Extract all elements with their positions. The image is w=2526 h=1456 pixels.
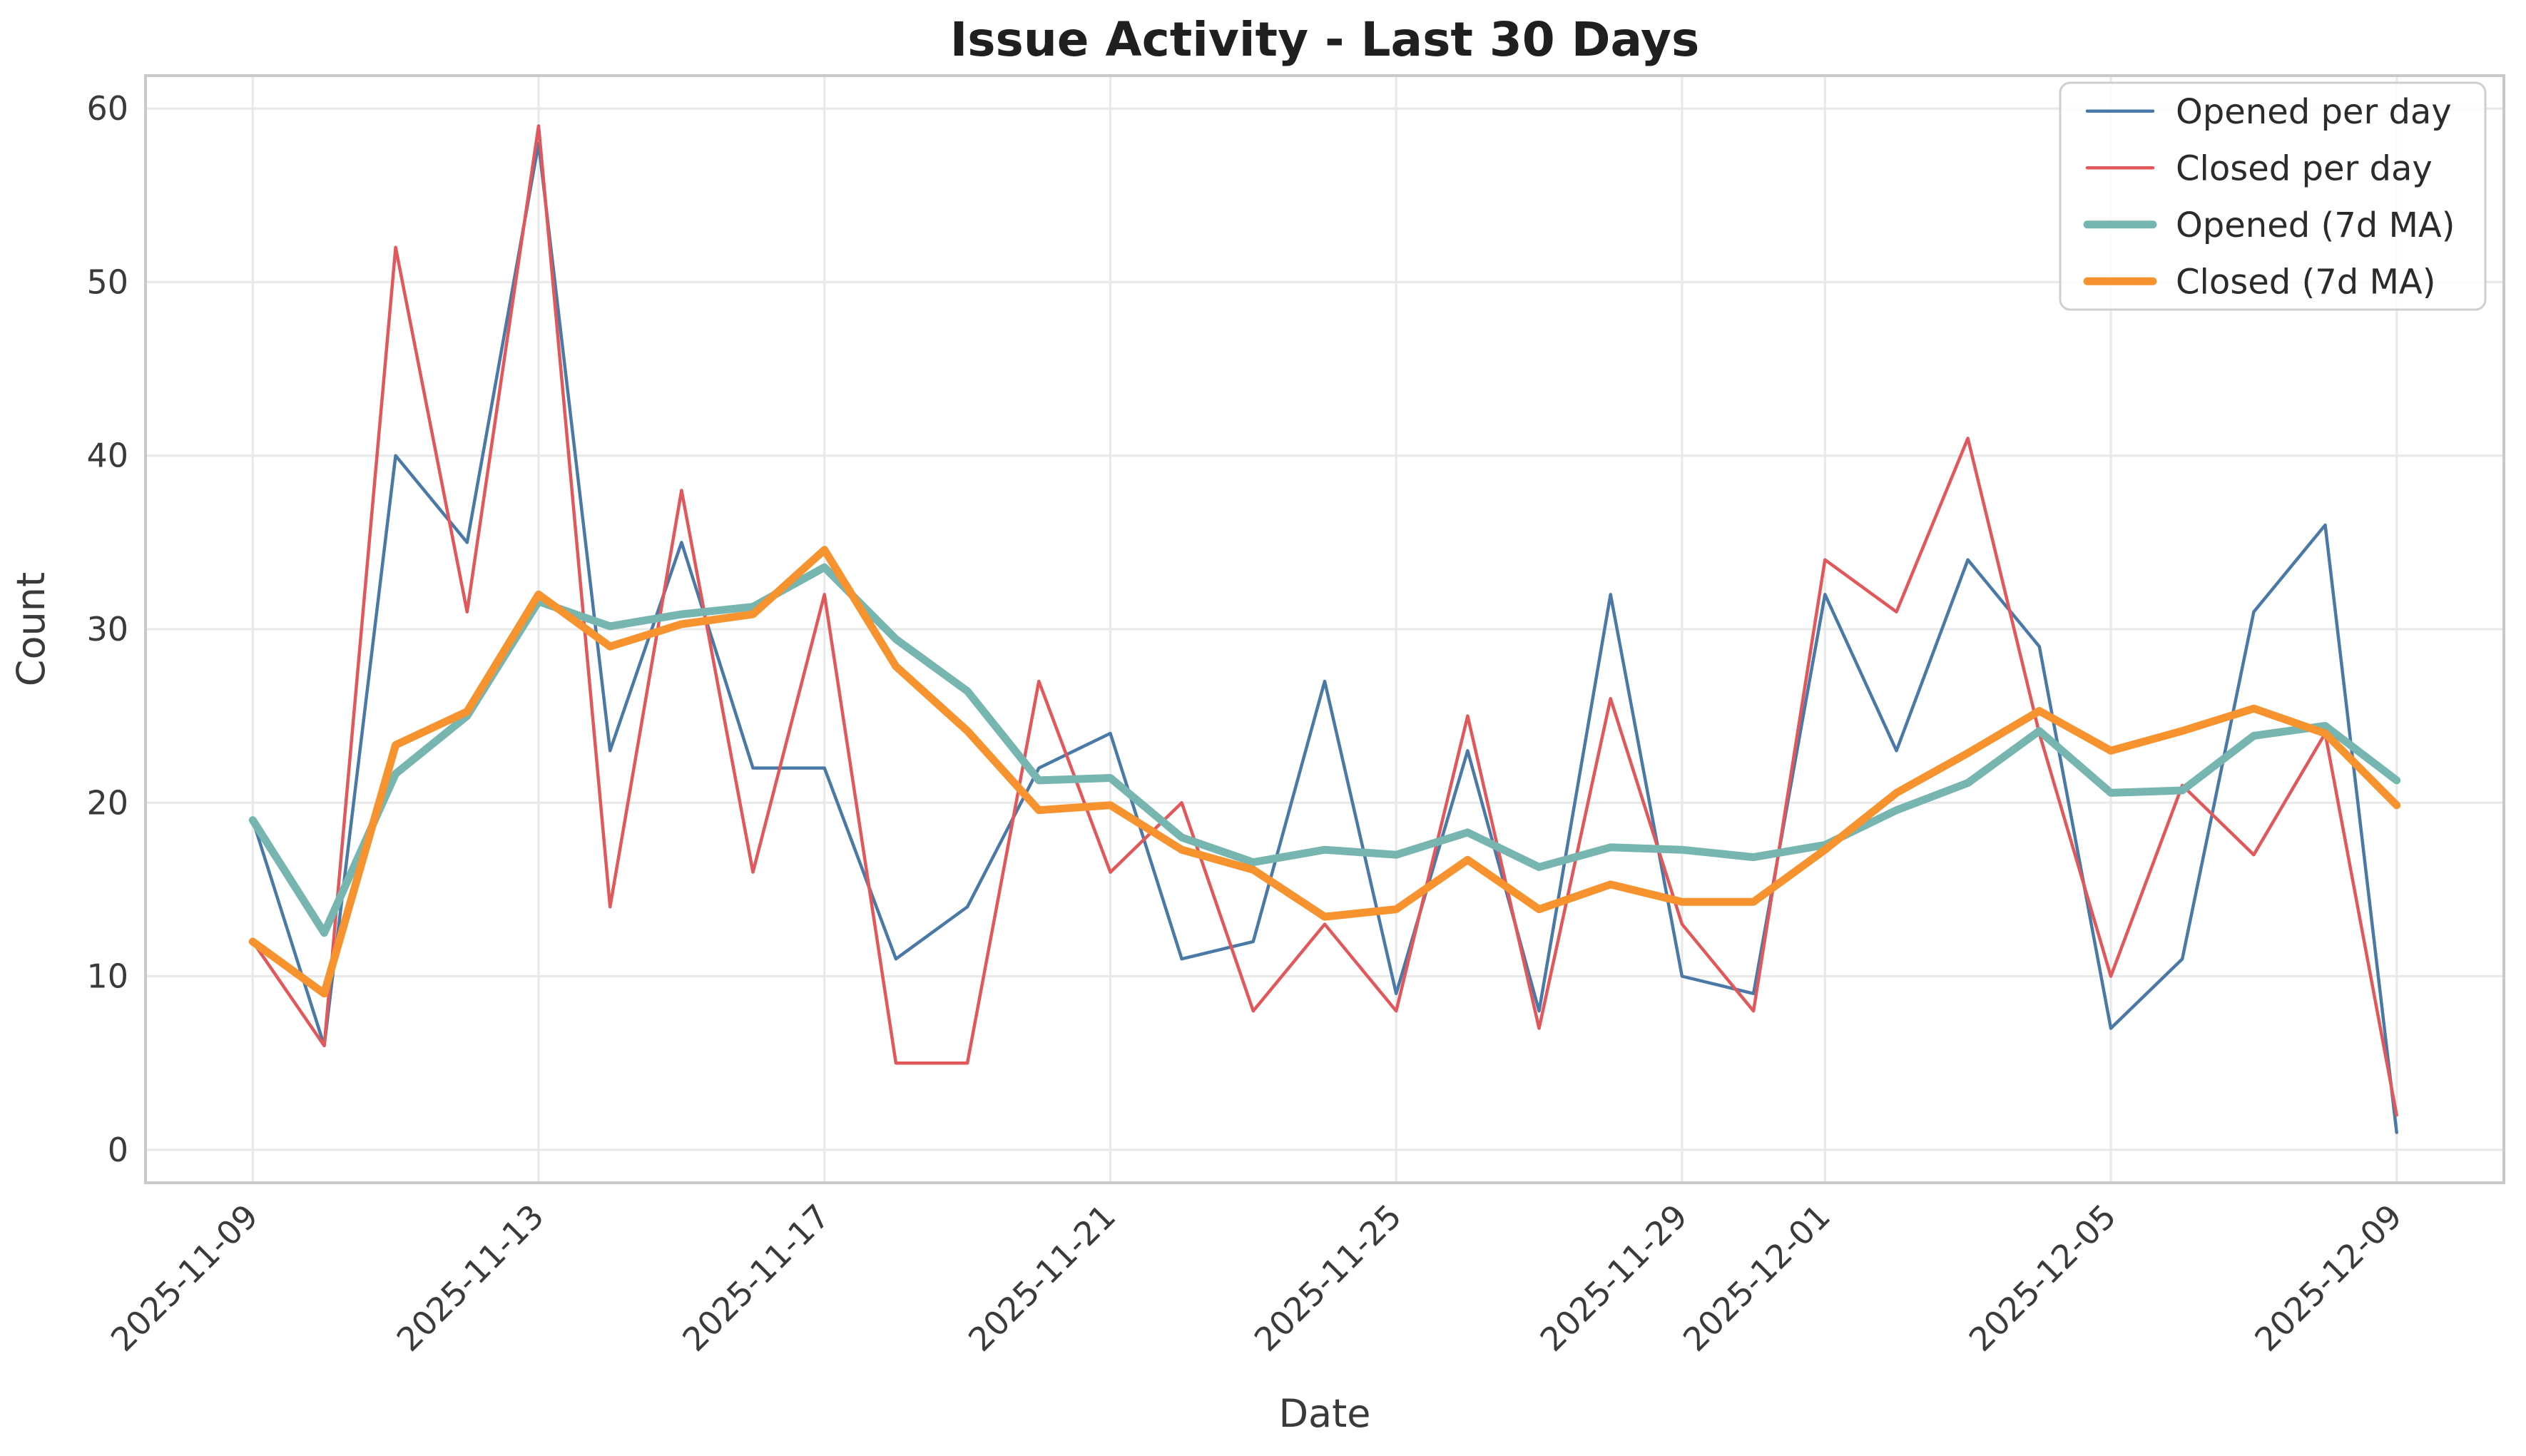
- x-axis-label: Date: [1278, 1391, 1370, 1436]
- x-tick-label: 2025-12-01: [1676, 1197, 1838, 1359]
- x-tick-label: 2025-11-25: [1247, 1197, 1409, 1359]
- x-axis-tick-labels: 2025-11-09 2025-11-13 2025-11-17 2025-11-21…: [103, 1197, 2410, 1359]
- x-tick-label: 2025-11-13: [389, 1197, 551, 1359]
- legend-entry-label: Opened per day: [2176, 92, 2452, 132]
- x-tick-label: 2025-12-05: [1962, 1197, 2124, 1359]
- x-tick-label: 2025-11-09: [103, 1197, 265, 1359]
- opened-per-day-line: [251, 141, 2398, 1134]
- legend: Opened per day Closed per day Opened (7d M…: [2059, 81, 2487, 311]
- legend-box: [2059, 81, 2487, 311]
- x-tick-label: 2025-12-09: [2247, 1197, 2409, 1359]
- opened-7d-ma--line: [248, 563, 2401, 937]
- x-tick-label: 2025-11-21: [961, 1197, 1123, 1359]
- y-tick-label: 60: [86, 89, 128, 128]
- closed-7d-ma--line: [248, 546, 2401, 998]
- y-tick-label: 0: [108, 1131, 128, 1169]
- y-tick-label: 50: [86, 263, 128, 301]
- legend-entry-label: Closed (7d MA): [2176, 262, 2435, 302]
- chart-title: Issue Activity - Last 30 Days: [950, 12, 1700, 67]
- y-axis-label: Count: [9, 572, 54, 686]
- legend-entry: Closed (7d MA): [2083, 262, 2435, 302]
- legend-entry-label: Opened (7d MA): [2176, 205, 2455, 245]
- series-lines: [248, 124, 2401, 1134]
- y-tick-label: 10: [86, 957, 128, 996]
- y-tick-label: 40: [86, 437, 128, 475]
- legend-entry: Opened per day: [2085, 92, 2452, 132]
- plot-border: [144, 74, 2505, 1184]
- x-tick-label: 2025-11-29: [1532, 1197, 1694, 1359]
- legend-entry: Opened (7d MA): [2083, 205, 2455, 245]
- y-axis-tick-labels: 0 10 20 30 40 50 60: [86, 89, 128, 1169]
- y-tick-label: 30: [86, 610, 128, 648]
- legend-entry: Closed per day: [2085, 148, 2433, 188]
- y-tick-label: 20: [86, 783, 128, 822]
- x-tick-label: 2025-11-17: [675, 1197, 837, 1359]
- gridlines: [146, 76, 2504, 1183]
- legend-entry-label: Closed per day: [2176, 148, 2433, 188]
